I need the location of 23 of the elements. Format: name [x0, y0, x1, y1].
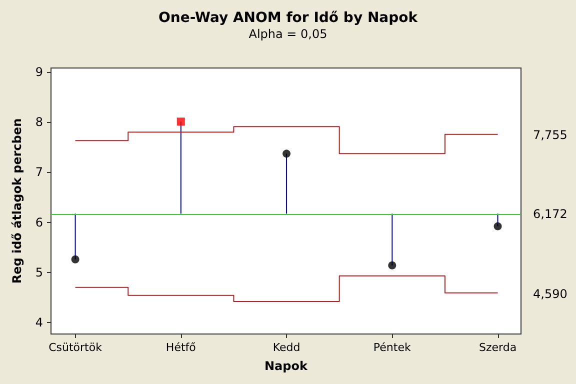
text: 6,172: [533, 207, 568, 221]
y-tick-label: 7: [35, 165, 43, 180]
x-tick-label: Szerda: [478, 341, 517, 354]
y-tick-label: 8: [35, 115, 43, 130]
x-tick-label: Hétfő: [166, 341, 196, 354]
text: 4,590: [533, 287, 568, 301]
point: [388, 261, 396, 270]
y-axis-title: Reg idő átlagok percben: [10, 118, 24, 284]
point: [71, 255, 80, 264]
chart-title: One-Way ANOM for Idő by Napok: [158, 10, 418, 26]
x-tick-label: Kedd: [272, 341, 300, 354]
y-tick-label: 5: [35, 265, 43, 280]
x-tick-label: Péntek: [373, 341, 412, 354]
y-tick-label: 9: [35, 65, 43, 80]
x-tick-label: Csütörtök: [48, 341, 103, 354]
y-tick-label: 4: [35, 315, 43, 330]
y-tick-label: 6: [35, 215, 43, 230]
point: [494, 222, 502, 230]
x-axis-title: Napok: [264, 359, 308, 373]
chart-subtitle: Alpha = 0,05: [248, 27, 328, 41]
point: [282, 150, 291, 158]
text: 7,755: [533, 128, 568, 142]
point: [176, 118, 185, 126]
